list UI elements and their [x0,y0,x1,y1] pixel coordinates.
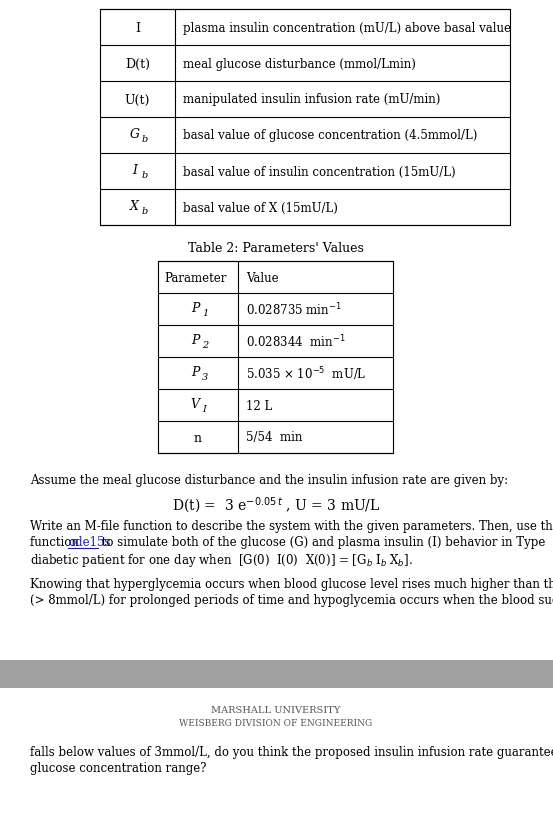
Text: Knowing that hyperglycemia occurs when blood glucose level rises much higher tha: Knowing that hyperglycemia occurs when b… [30,578,553,590]
Text: 3: 3 [202,372,208,381]
Text: 12 L: 12 L [246,399,272,412]
Text: 0.028735 min$^{-1}$: 0.028735 min$^{-1}$ [246,301,342,318]
Text: plasma insulin concentration (mU/L) above basal value: plasma insulin concentration (mU/L) abov… [183,22,511,34]
Bar [100,10,510,226]
Text: I: I [202,404,206,413]
Text: b: b [142,171,148,179]
Text: D(t): D(t) [125,58,150,70]
Text: (> 8mmol/L) for prolonged periods of time and hypoglycemia occurs when the blood: (> 8mmol/L) for prolonged periods of tim… [30,594,553,606]
Text: V: V [190,397,200,410]
Text: glucose concentration range?: glucose concentration range? [30,761,206,774]
Text: WEISBERG DIVISION OF ENGINEERING: WEISBERG DIVISION OF ENGINEERING [179,719,373,727]
Text: Write an M-file function to describe the system with the given parameters. Then,: Write an M-file function to describe the… [30,519,553,533]
Text: G: G [129,127,139,140]
Text: diabetic patient for one day when  [G(0)  I(0)  X(0)] = [G$_b$ I$_b$ X$_b$].: diabetic patient for one day when [G(0) … [30,551,413,568]
Text: P: P [191,365,199,378]
Text: 5/54  min: 5/54 min [246,431,302,444]
Bar [0,660,553,688]
Text: I: I [135,22,140,34]
Text: basal value of X (15mU/L): basal value of X (15mU/L) [183,201,338,214]
Text: basal value of glucose concentration (4.5mmol/L): basal value of glucose concentration (4.… [183,130,477,142]
Text: D(t) =  3 e$^{-0.05\,t}$ , U = 3 mU/L: D(t) = 3 e$^{-0.05\,t}$ , U = 3 mU/L [172,496,380,516]
Text: 5.035 $\times$ 10$^{-5}$  mU/L: 5.035 $\times$ 10$^{-5}$ mU/L [246,364,367,382]
Text: Value: Value [246,271,279,284]
Text: P: P [191,333,199,346]
Text: b: b [142,206,148,215]
Text: 0.028344  min$^{-1}$: 0.028344 min$^{-1}$ [246,334,346,350]
Text: Assume the meal glucose disturbance and the insulin infusion rate are given by:: Assume the meal glucose disturbance and … [30,473,508,487]
Text: falls below values of 3mmol/L, do you think the proposed insulin infusion rate g: falls below values of 3mmol/L, do you th… [30,745,553,758]
Text: ode15s: ode15s [68,535,111,548]
Text: U(t): U(t) [125,94,150,106]
Text: to simulate both of the glucose (G) and plasma insulin (I) behavior in Type: to simulate both of the glucose (G) and … [98,535,545,548]
Text: manipulated insulin infusion rate (mU/min): manipulated insulin infusion rate (mU/mi… [183,94,440,106]
Text: 1: 1 [202,308,208,317]
Text: P: P [191,301,199,314]
Text: b: b [142,135,148,143]
Text: Parameter: Parameter [164,271,226,284]
Text: function: function [30,535,82,548]
Text: 2: 2 [202,340,208,349]
Text: n: n [194,431,202,444]
Text: Table 2: Parameters' Values: Table 2: Parameters' Values [188,242,364,254]
Text: I: I [132,163,137,176]
Text: meal glucose disturbance (mmol/Lmin): meal glucose disturbance (mmol/Lmin) [183,58,416,70]
Text: X: X [130,199,139,212]
Text: MARSHALL UNIVERSITY: MARSHALL UNIVERSITY [211,706,341,715]
Text: basal value of insulin concentration (15mU/L): basal value of insulin concentration (15… [183,166,456,178]
Bar [158,262,393,453]
